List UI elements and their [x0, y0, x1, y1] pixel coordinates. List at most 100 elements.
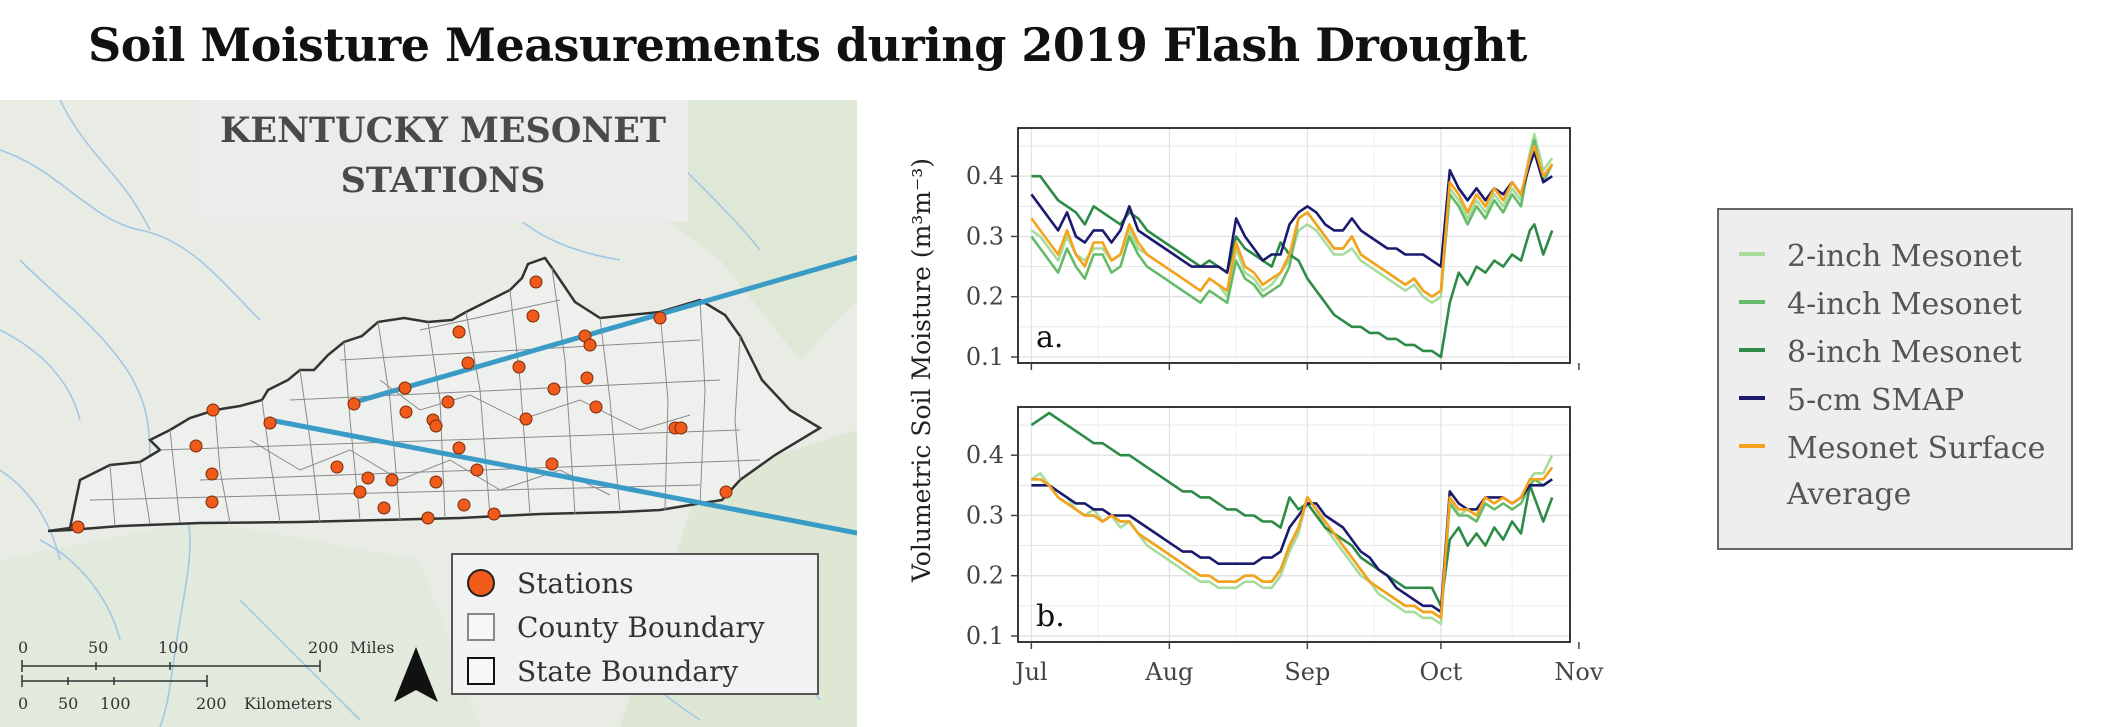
plot-frame [1017, 127, 1571, 364]
chart-legend-label: 4-inch Mesonet [1787, 287, 2022, 322]
station-marker [461, 356, 475, 370]
station-marker [361, 471, 375, 485]
map-title: KENTUCKY MESONET STATIONS [198, 106, 688, 206]
chart-legend-item: 2-inch Mesonet [1739, 234, 2057, 280]
y-tick-label: 0.3 [966, 501, 1004, 529]
scale-km-0: 0 [18, 694, 29, 713]
scale-km-200: 200 [196, 694, 227, 713]
county-legend-icon [467, 613, 495, 641]
legend-stations-label: Stations [517, 566, 634, 600]
legend-row-county: County Boundary [467, 607, 765, 647]
station-marker [189, 439, 203, 453]
chart-legend-item: 8-inch Mesonet [1739, 330, 2057, 376]
legend-row-state: State Boundary [467, 651, 738, 691]
y-tick-label: 0.1 [966, 343, 1004, 371]
station-marker [545, 457, 559, 471]
station-marker [330, 460, 344, 474]
legend-line-icon [1739, 444, 1765, 448]
station-marker [457, 498, 471, 512]
x-tick-label: Aug [1144, 658, 1193, 686]
chart-legend-label: Mesonet Surface Average [1787, 431, 2046, 512]
station-marker [441, 395, 455, 409]
legend-county-label: County Boundary [517, 610, 765, 644]
y-tick-label: 0.1 [966, 622, 1004, 650]
scale-mile-100: 100 [158, 638, 189, 657]
scale-km-50: 50 [58, 694, 79, 713]
station-marker [71, 520, 85, 534]
scale-km-unit: Kilometers [244, 694, 333, 713]
legend-line-icon [1739, 252, 1765, 256]
station-marker [674, 421, 688, 435]
chart-legend: 2-inch Mesonet 4-inch Mesonet 8-inch Mes… [1717, 208, 2073, 550]
legend-line-icon [1739, 300, 1765, 304]
scale-miles-unit: Miles [350, 638, 395, 657]
station-marker [429, 419, 443, 433]
station-markers [71, 275, 733, 534]
station-marker [205, 467, 219, 481]
legend-line-icon [1739, 348, 1765, 352]
y-tick-label: 0.3 [966, 222, 1004, 250]
series-line [1030, 150, 1553, 274]
panel-label: a. [1036, 320, 1063, 355]
x-tick-label: Oct [1420, 658, 1463, 686]
station-marker [526, 309, 540, 323]
legend-row-stations: Stations [467, 563, 634, 603]
soil-moisture-charts: Volumetric Soil Moisture (m³m⁻³) 0.10.20… [907, 127, 1604, 686]
panel-label: b. [1036, 599, 1065, 634]
station-marker [512, 360, 526, 374]
y-tick-label: 0.4 [966, 162, 1004, 190]
connector-line-b [269, 417, 857, 536]
station-marker [529, 275, 543, 289]
y-tick-label: 0.4 [966, 441, 1004, 469]
connector-line-a [354, 254, 857, 405]
station-marker [353, 485, 367, 499]
station-marker [205, 495, 219, 509]
chart-panel-b: 0.1 0.2 0.3 0.4 b. Jul Aug Sep Oct Nov [966, 406, 1604, 686]
map-legend: Stations County Boundary State Boundary [451, 553, 819, 695]
station-marker [487, 507, 501, 521]
station-marker [589, 400, 603, 414]
station-marker [421, 511, 435, 525]
y-tick-label: 0.2 [966, 283, 1004, 311]
chart-legend-label: 5-cm SMAP [1787, 383, 1965, 418]
state-legend-icon [467, 657, 495, 685]
station-marker [470, 463, 484, 477]
y-tick-label: 0.2 [966, 562, 1004, 590]
plot-area [1018, 407, 1570, 642]
chart-legend-label: 8-inch Mesonet [1787, 335, 2022, 370]
series-line [1031, 174, 1554, 359]
scale-mile-50: 50 [88, 638, 109, 657]
north-arrow-icon [394, 647, 438, 702]
scale-bars [21, 660, 321, 687]
plot-frame [1017, 406, 1571, 643]
map-panel: KENTUCKY MESONET STATIONS Stations Count… [0, 100, 857, 727]
station-marker [583, 338, 597, 352]
map-title-box [198, 100, 688, 222]
y-axis-title: Volumetric Soil Moisture (m³m⁻³) [907, 158, 936, 583]
station-marker [385, 473, 399, 487]
station-marker [580, 371, 594, 385]
station-marker [263, 416, 277, 430]
chart-panel-a: 0.1 0.2 0.3 0.4 a. [966, 127, 1580, 371]
station-marker [429, 475, 443, 489]
x-tick-label: Sep [1284, 658, 1330, 686]
series-line [1030, 138, 1554, 304]
x-tick-label: Nov [1554, 658, 1603, 686]
station-marker [206, 403, 220, 417]
station-legend-icon [467, 569, 495, 597]
station-marker [519, 412, 533, 426]
chart-legend-item: Mesonet Surface Average [1739, 426, 2057, 518]
legend-state-label: State Boundary [517, 654, 739, 688]
station-marker [377, 501, 391, 515]
scale-mile-0: 0 [18, 638, 29, 657]
station-marker [719, 485, 733, 499]
map-title-line-1: KENTUCKY MESONET [219, 110, 667, 151]
chart-legend-item: 4-inch Mesonet [1739, 282, 2057, 328]
chart-legend-label: 2-inch Mesonet [1787, 239, 2022, 274]
series-line [1030, 411, 1554, 608]
station-marker [653, 311, 667, 325]
scale-km-100: 100 [100, 694, 131, 713]
station-marker [399, 405, 413, 419]
x-tick-label: Jul [1012, 658, 1048, 686]
station-marker [398, 381, 412, 395]
